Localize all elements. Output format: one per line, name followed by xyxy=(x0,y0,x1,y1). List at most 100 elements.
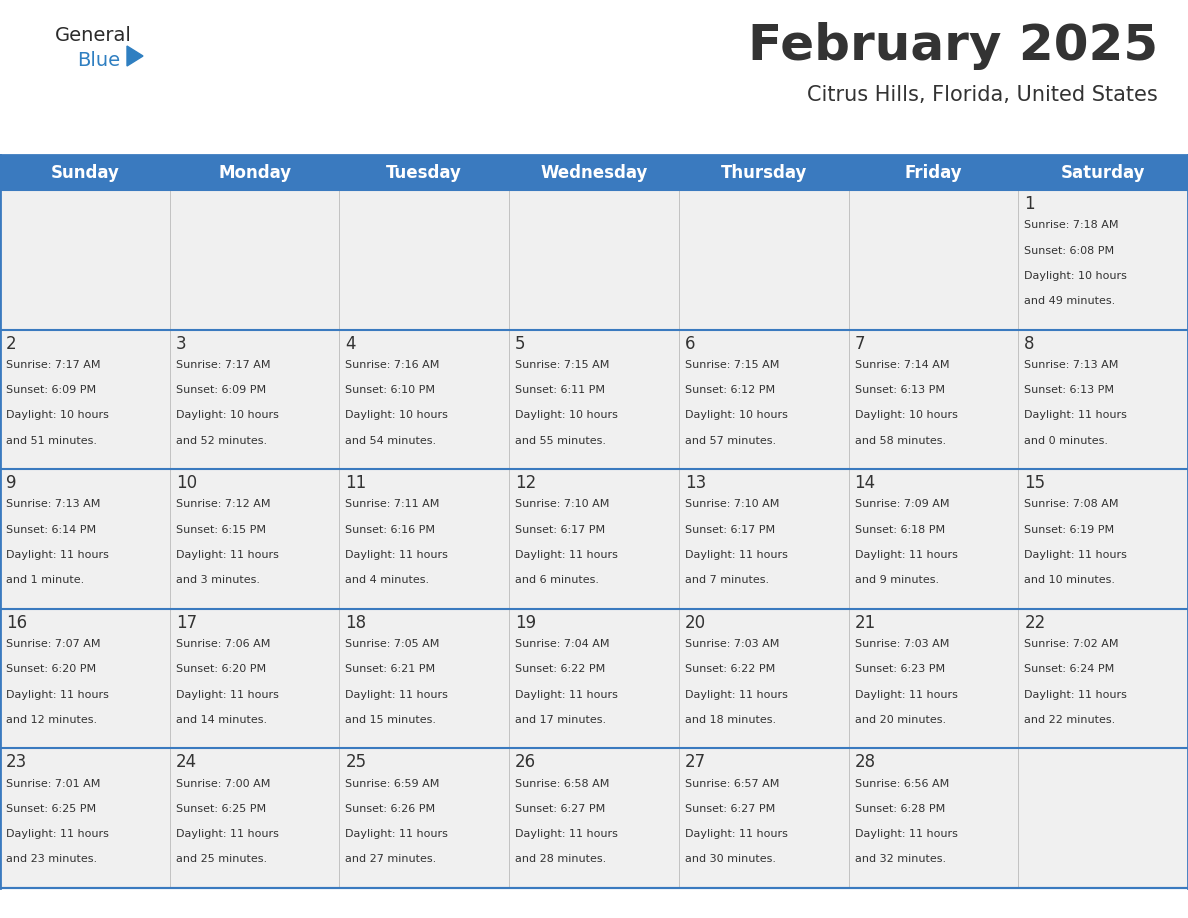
Text: Daylight: 11 hours: Daylight: 11 hours xyxy=(854,689,958,700)
Text: and 55 minutes.: and 55 minutes. xyxy=(516,436,606,446)
Text: Daylight: 11 hours: Daylight: 11 hours xyxy=(1024,410,1127,420)
Text: Sunset: 6:20 PM: Sunset: 6:20 PM xyxy=(6,665,96,675)
Text: and 7 minutes.: and 7 minutes. xyxy=(684,576,769,586)
Text: 6: 6 xyxy=(684,334,695,353)
Text: Sunrise: 7:07 AM: Sunrise: 7:07 AM xyxy=(6,639,101,649)
Text: Sunset: 6:16 PM: Sunset: 6:16 PM xyxy=(346,525,436,535)
Text: Sunset: 6:20 PM: Sunset: 6:20 PM xyxy=(176,665,266,675)
Text: and 52 minutes.: and 52 minutes. xyxy=(176,436,267,446)
Text: Daylight: 11 hours: Daylight: 11 hours xyxy=(516,829,618,839)
Text: Sunset: 6:22 PM: Sunset: 6:22 PM xyxy=(684,665,775,675)
Text: 18: 18 xyxy=(346,614,367,632)
Text: Sunrise: 7:18 AM: Sunrise: 7:18 AM xyxy=(1024,220,1119,230)
Text: Sunrise: 7:15 AM: Sunrise: 7:15 AM xyxy=(516,360,609,370)
Text: and 23 minutes.: and 23 minutes. xyxy=(6,855,97,865)
Bar xyxy=(0,155,1188,190)
Text: Sunrise: 7:10 AM: Sunrise: 7:10 AM xyxy=(684,499,779,509)
Text: 7: 7 xyxy=(854,334,865,353)
Text: and 9 minutes.: and 9 minutes. xyxy=(854,576,939,586)
Text: Wednesday: Wednesday xyxy=(541,163,647,182)
Text: Sunset: 6:24 PM: Sunset: 6:24 PM xyxy=(1024,665,1114,675)
Text: Sunset: 6:19 PM: Sunset: 6:19 PM xyxy=(1024,525,1114,535)
Bar xyxy=(0,469,1188,609)
Text: Daylight: 11 hours: Daylight: 11 hours xyxy=(6,689,109,700)
Text: Sunset: 6:28 PM: Sunset: 6:28 PM xyxy=(854,804,944,814)
Text: Sunrise: 7:17 AM: Sunrise: 7:17 AM xyxy=(176,360,270,370)
Text: 10: 10 xyxy=(176,475,197,492)
Text: 11: 11 xyxy=(346,475,367,492)
Text: 16: 16 xyxy=(6,614,27,632)
Text: Sunrise: 6:59 AM: Sunrise: 6:59 AM xyxy=(346,778,440,789)
Text: Daylight: 11 hours: Daylight: 11 hours xyxy=(1024,550,1127,560)
Text: Sunset: 6:25 PM: Sunset: 6:25 PM xyxy=(6,804,96,814)
Text: 14: 14 xyxy=(854,475,876,492)
Text: Daylight: 11 hours: Daylight: 11 hours xyxy=(6,550,109,560)
Text: Sunset: 6:11 PM: Sunset: 6:11 PM xyxy=(516,386,605,395)
Text: Sunrise: 7:08 AM: Sunrise: 7:08 AM xyxy=(1024,499,1119,509)
Text: Sunset: 6:27 PM: Sunset: 6:27 PM xyxy=(684,804,775,814)
Text: Daylight: 11 hours: Daylight: 11 hours xyxy=(854,829,958,839)
Text: Sunset: 6:17 PM: Sunset: 6:17 PM xyxy=(684,525,775,535)
Text: Daylight: 10 hours: Daylight: 10 hours xyxy=(346,410,448,420)
Text: February 2025: February 2025 xyxy=(748,22,1158,70)
Text: and 3 minutes.: and 3 minutes. xyxy=(176,576,260,586)
Text: Thursday: Thursday xyxy=(721,163,807,182)
Text: 19: 19 xyxy=(516,614,536,632)
Text: Sunrise: 7:15 AM: Sunrise: 7:15 AM xyxy=(684,360,779,370)
Text: 24: 24 xyxy=(176,754,197,771)
Text: 2: 2 xyxy=(6,334,17,353)
Text: and 22 minutes.: and 22 minutes. xyxy=(1024,715,1116,725)
Text: and 30 minutes.: and 30 minutes. xyxy=(684,855,776,865)
Text: Sunrise: 7:12 AM: Sunrise: 7:12 AM xyxy=(176,499,270,509)
Text: Sunset: 6:13 PM: Sunset: 6:13 PM xyxy=(1024,386,1114,395)
Text: Daylight: 11 hours: Daylight: 11 hours xyxy=(684,689,788,700)
Text: Daylight: 10 hours: Daylight: 10 hours xyxy=(854,410,958,420)
Text: Sunrise: 7:04 AM: Sunrise: 7:04 AM xyxy=(516,639,609,649)
Text: Sunrise: 7:11 AM: Sunrise: 7:11 AM xyxy=(346,499,440,509)
Text: Monday: Monday xyxy=(219,163,291,182)
Text: and 15 minutes.: and 15 minutes. xyxy=(346,715,436,725)
Text: Sunset: 6:22 PM: Sunset: 6:22 PM xyxy=(516,665,606,675)
Text: Sunset: 6:25 PM: Sunset: 6:25 PM xyxy=(176,804,266,814)
Text: Sunrise: 7:13 AM: Sunrise: 7:13 AM xyxy=(6,499,100,509)
Text: Daylight: 10 hours: Daylight: 10 hours xyxy=(176,410,279,420)
Text: Sunset: 6:13 PM: Sunset: 6:13 PM xyxy=(854,386,944,395)
Text: and 0 minutes.: and 0 minutes. xyxy=(1024,436,1108,446)
Text: 15: 15 xyxy=(1024,475,1045,492)
Text: and 4 minutes.: and 4 minutes. xyxy=(346,576,430,586)
Text: and 12 minutes.: and 12 minutes. xyxy=(6,715,97,725)
Text: Daylight: 11 hours: Daylight: 11 hours xyxy=(346,829,448,839)
Text: 12: 12 xyxy=(516,475,537,492)
Text: Sunrise: 7:05 AM: Sunrise: 7:05 AM xyxy=(346,639,440,649)
Text: 1: 1 xyxy=(1024,195,1035,213)
Text: and 54 minutes.: and 54 minutes. xyxy=(346,436,436,446)
Text: Daylight: 11 hours: Daylight: 11 hours xyxy=(346,689,448,700)
Text: Daylight: 11 hours: Daylight: 11 hours xyxy=(516,689,618,700)
Text: Daylight: 11 hours: Daylight: 11 hours xyxy=(684,550,788,560)
Text: and 57 minutes.: and 57 minutes. xyxy=(684,436,776,446)
Text: Daylight: 11 hours: Daylight: 11 hours xyxy=(854,550,958,560)
Text: Sunset: 6:09 PM: Sunset: 6:09 PM xyxy=(176,386,266,395)
Text: 13: 13 xyxy=(684,475,706,492)
Text: Sunrise: 7:16 AM: Sunrise: 7:16 AM xyxy=(346,360,440,370)
Text: Sunset: 6:23 PM: Sunset: 6:23 PM xyxy=(854,665,944,675)
Text: Sunrise: 7:02 AM: Sunrise: 7:02 AM xyxy=(1024,639,1119,649)
Text: Sunset: 6:17 PM: Sunset: 6:17 PM xyxy=(516,525,605,535)
Text: 28: 28 xyxy=(854,754,876,771)
Text: Sunset: 6:09 PM: Sunset: 6:09 PM xyxy=(6,386,96,395)
Text: and 51 minutes.: and 51 minutes. xyxy=(6,436,97,446)
Text: and 27 minutes.: and 27 minutes. xyxy=(346,855,437,865)
Text: Blue: Blue xyxy=(77,51,120,70)
Text: Daylight: 11 hours: Daylight: 11 hours xyxy=(6,829,109,839)
Text: 9: 9 xyxy=(6,475,17,492)
Text: Sunrise: 6:57 AM: Sunrise: 6:57 AM xyxy=(684,778,779,789)
Text: and 17 minutes.: and 17 minutes. xyxy=(516,715,606,725)
Text: and 1 minute.: and 1 minute. xyxy=(6,576,84,586)
Text: Sunrise: 6:58 AM: Sunrise: 6:58 AM xyxy=(516,778,609,789)
Text: Sunset: 6:12 PM: Sunset: 6:12 PM xyxy=(684,386,775,395)
Text: Sunrise: 7:13 AM: Sunrise: 7:13 AM xyxy=(1024,360,1119,370)
Text: 17: 17 xyxy=(176,614,197,632)
Text: and 14 minutes.: and 14 minutes. xyxy=(176,715,267,725)
Text: Sunrise: 6:56 AM: Sunrise: 6:56 AM xyxy=(854,778,949,789)
Text: 25: 25 xyxy=(346,754,367,771)
